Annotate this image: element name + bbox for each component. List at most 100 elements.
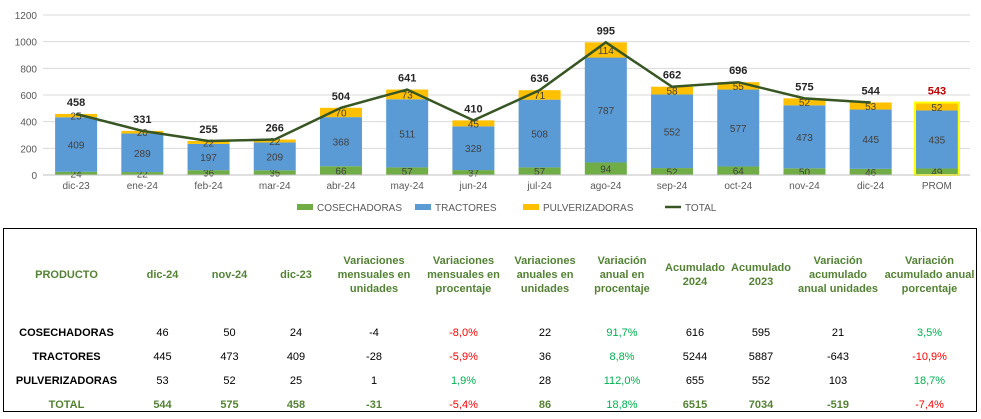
table-cell: 1,9% (450, 375, 477, 387)
table-cell: 28 (538, 375, 552, 387)
table-cell: 473 (220, 351, 239, 363)
bar-pulverizadoras (584, 42, 627, 58)
total-label: 544 (861, 85, 880, 97)
table-cell: 21 (831, 327, 845, 339)
data-label-pulverizadoras: 25 (71, 112, 83, 123)
data-label-pulverizadoras: 22 (269, 137, 281, 148)
data-label-tractores: 511 (399, 129, 415, 140)
x-tick-label: nov-24 (789, 181, 820, 192)
table-row: COSECHADORAS 46 50 24 -4 -8,0% 22 91,7% 616 595 21… (4, 321, 977, 345)
total-label: 410 (464, 103, 482, 115)
table-cell: 458 (286, 399, 306, 411)
table-header-11: Variación acumulado anual porcentaje (884, 255, 975, 295)
data-label-pulverizadoras: 114 (598, 46, 614, 57)
table-cell: 5887 (748, 351, 774, 363)
table-cell: 91,7% (606, 327, 638, 339)
table-header-0: PRODUCTO (35, 269, 98, 281)
data-label-tractores: 368 (333, 138, 350, 149)
y-tick-label: 200 (20, 144, 37, 155)
table-cell: -7,4% (915, 399, 944, 411)
total-label: 255 (199, 124, 217, 136)
bar-tractores (386, 99, 429, 168)
table-cell: 552 (751, 375, 771, 387)
y-tick-label: 0 (31, 171, 37, 182)
table-row-label: TRACTORES (32, 351, 101, 363)
data-label-cosechadoras: 52 (666, 168, 678, 179)
table-row-label: TOTAL (48, 399, 85, 411)
data-label-tractores: 328 (465, 144, 482, 155)
table-cell: 24 (289, 327, 303, 339)
table-cell: -643 (826, 351, 850, 363)
data-label-cosechadoras: 35 (269, 169, 281, 180)
table-cell: 1 (370, 375, 378, 387)
table-header-1: dic-24 (146, 269, 179, 281)
total-label: 458 (67, 97, 85, 109)
y-tick-label: 400 (20, 118, 37, 129)
bar-pulverizadoras (651, 86, 694, 95)
data-label-cosechadoras: 46 (865, 168, 877, 179)
table-cell: 22 (538, 327, 552, 339)
x-tick-label: sep-24 (657, 181, 688, 192)
bar-tractores (584, 57, 627, 163)
bar-tractores (55, 117, 98, 172)
table-header-7: Variación anual en procentaje (594, 255, 650, 295)
table-cell: -8,0% (449, 327, 478, 339)
data-label-cosechadoras: 37 (468, 169, 480, 180)
bar-cosechadoras (55, 171, 98, 175)
data-label-cosechadoras: 50 (799, 168, 811, 179)
table-cell: 655 (685, 375, 705, 387)
total-label: 543 (928, 86, 946, 98)
data-label-tractores: 577 (730, 124, 747, 135)
legend-label-total: TOTAL (685, 203, 717, 214)
bar-tractores (253, 142, 296, 171)
y-tick-label: 800 (20, 64, 37, 75)
data-label-cosechadoras: 66 (335, 167, 347, 178)
table-row: TRACTORES 445 473 409 -28 -5,9% 36 8,8% 5244 5887… (4, 345, 977, 369)
x-tick-label: jun-24 (458, 181, 487, 192)
total-label: 696 (729, 65, 747, 77)
data-label-cosechadoras: 64 (733, 167, 745, 178)
bar-pulverizadoras (849, 102, 892, 110)
table-cell: 25 (289, 375, 303, 387)
data-label-tractores: 209 (266, 152, 283, 163)
table-row: TOTAL 544 575 458 -31 -5,4% 86 18,8% 6515 7034 -51… (4, 393, 977, 417)
data-label-tractores: 552 (664, 127, 681, 138)
bar-tractores (518, 99, 561, 168)
bar-pulverizadoras (915, 103, 958, 111)
summary-table: PRODUCTO dic-24 nov-24 dic-23 Variaciones me… (4, 229, 977, 417)
bar-tractores (121, 133, 164, 173)
table-header-2: nov-24 (211, 269, 248, 281)
bar-cosechadoras (319, 166, 362, 175)
bar-pulverizadoras (187, 141, 230, 144)
total-label: 575 (795, 81, 813, 93)
data-label-pulverizadoras: 53 (865, 102, 877, 113)
data-label-tractores: 787 (597, 106, 614, 117)
data-label-pulverizadoras: 22 (203, 138, 215, 149)
legend-label-pulverizadoras: PULVERIZADORAS (543, 203, 634, 214)
legend-label-cosechadoras: COSECHADORAS (317, 203, 402, 214)
x-tick-label: PROM (922, 181, 952, 192)
bar-tractores (849, 109, 892, 169)
table-cell: 409 (286, 351, 306, 363)
table-cell: 8,8% (609, 351, 635, 363)
table-cell: 595 (751, 327, 771, 339)
data-label-cosechadoras: 94 (600, 165, 612, 176)
bar-pulverizadoras (717, 82, 760, 90)
table-cell: 46 (156, 327, 169, 339)
bar-pulverizadoras (452, 120, 495, 127)
table-cell: 445 (153, 351, 172, 363)
bar-tractores (452, 126, 495, 171)
total-label: 504 (332, 91, 351, 103)
bar-tractores (651, 94, 694, 169)
table-header-4: Variaciones mensuales en unidades (337, 255, 411, 295)
legend-marker-pulverizadoras (523, 204, 539, 210)
summary-table-container: PRODUCTO dic-24 nov-24 dic-23 Variaciones me… (3, 228, 977, 412)
bar-pulverizadoras (319, 107, 362, 118)
x-tick-label: abr-24 (327, 181, 356, 192)
data-label-cosechadoras: 49 (931, 168, 943, 179)
x-tick-label: may-24 (390, 181, 424, 192)
bar-cosechadoras (783, 168, 826, 175)
x-tick-label: dic-24 (857, 181, 885, 192)
data-label-tractores: 445 (862, 135, 879, 146)
total-label: 641 (398, 73, 416, 85)
